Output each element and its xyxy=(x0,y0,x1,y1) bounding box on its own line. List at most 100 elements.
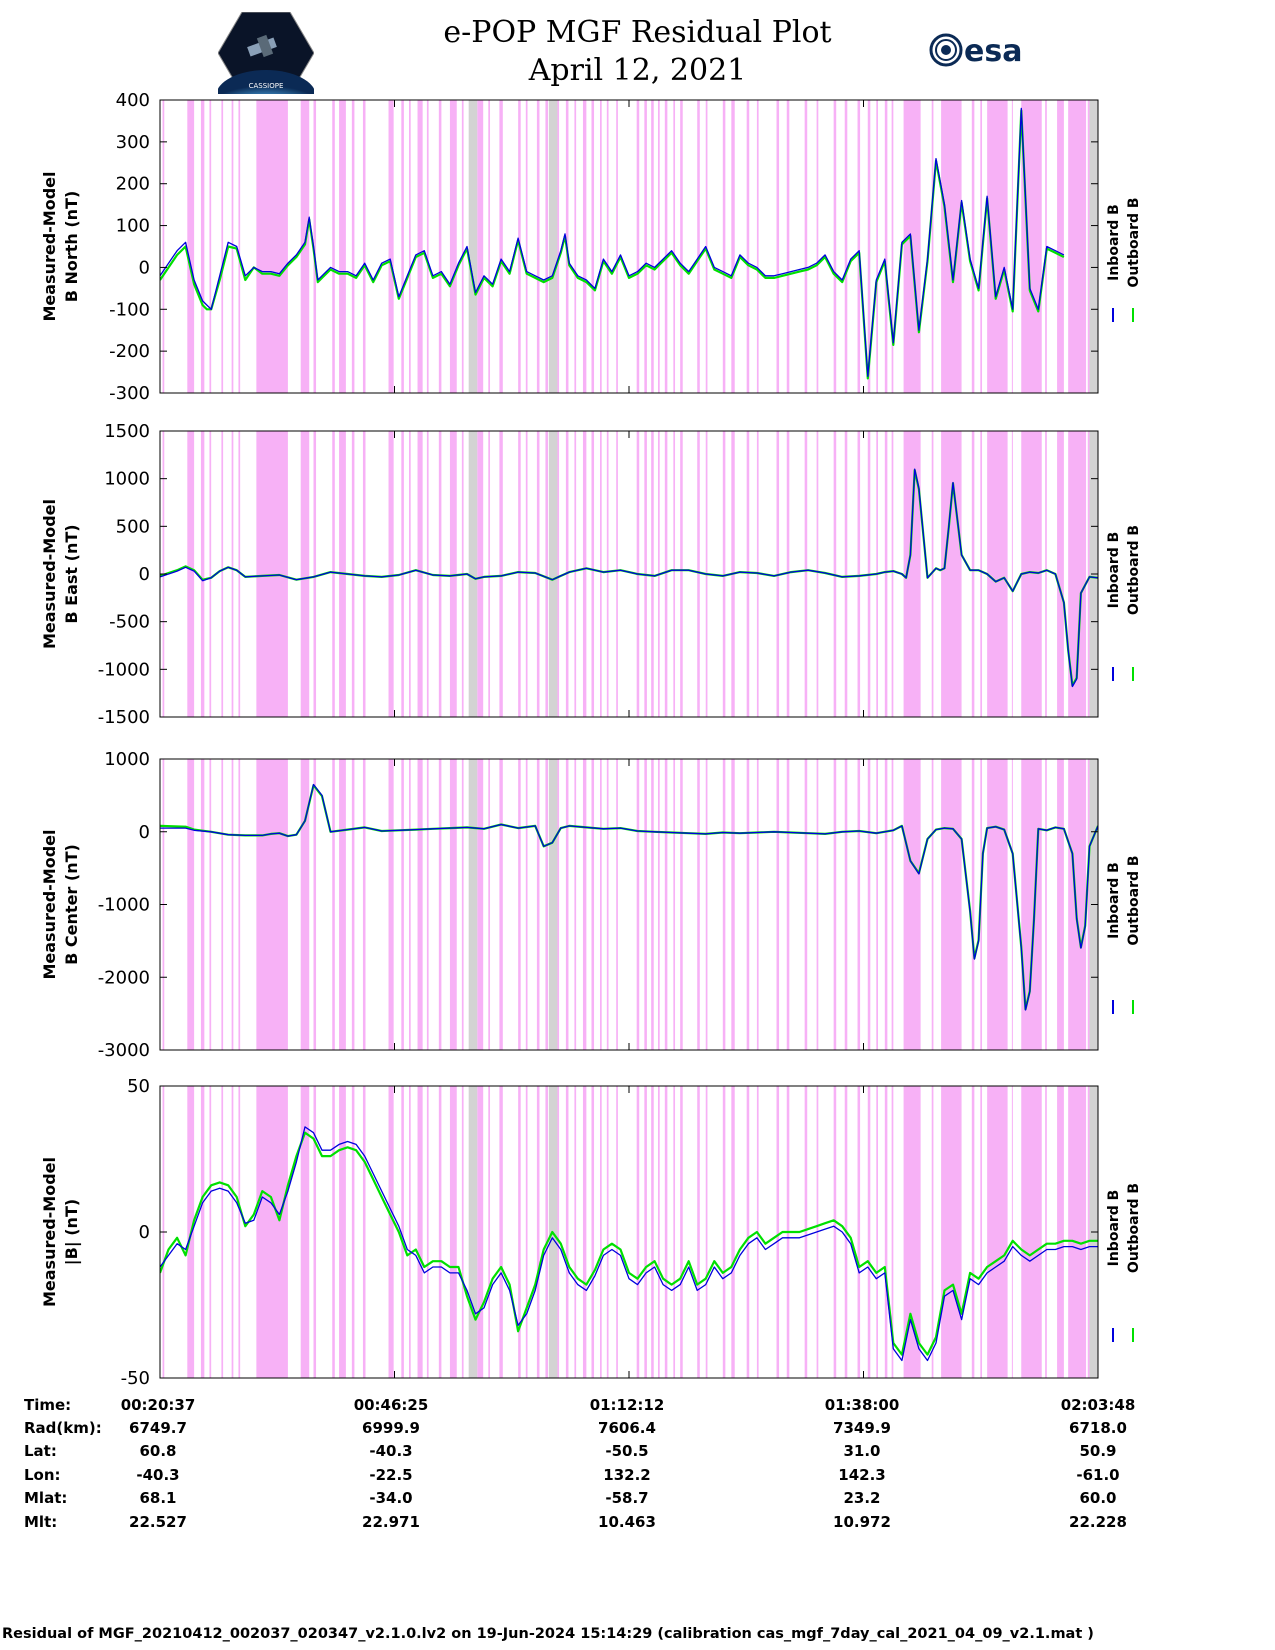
shade-band xyxy=(499,100,503,393)
y-axis-label: B Center (nT) xyxy=(62,844,81,965)
shade-band xyxy=(987,1086,1008,1378)
shade-band xyxy=(545,1086,548,1378)
shade-band xyxy=(644,100,647,393)
shade-band xyxy=(518,431,521,717)
info-cell-rad: 6749.7 xyxy=(129,1419,187,1437)
shade-band xyxy=(300,1086,310,1378)
shade-band xyxy=(556,431,560,717)
shade-band xyxy=(221,100,224,393)
y-tick-label: -100 xyxy=(109,299,150,320)
info-cell-mlat: -34.0 xyxy=(369,1489,413,1507)
inboard-series-line xyxy=(160,468,1098,688)
info-cell-rad: 6999.9 xyxy=(362,1419,420,1437)
shade-band xyxy=(756,759,759,1050)
shade-band xyxy=(449,1086,457,1378)
shade-band xyxy=(426,1086,429,1378)
shade-band xyxy=(1021,1086,1042,1378)
page-subtitle-date: April 12, 2021 xyxy=(528,53,747,88)
shade-band xyxy=(488,1086,491,1378)
y-tick-label: 1000 xyxy=(104,469,150,490)
shade-band xyxy=(438,1086,442,1378)
cassiope-logo-text: CASSIOPE xyxy=(249,82,284,90)
info-cell-lat: -40.3 xyxy=(369,1442,413,1460)
outboard-series-line xyxy=(160,1131,1098,1356)
shade-band xyxy=(651,100,654,393)
shade-band xyxy=(697,1086,700,1378)
shade-band xyxy=(722,100,726,393)
esa-logo: esa xyxy=(929,33,1022,69)
shade-band xyxy=(697,759,700,1050)
shade-band xyxy=(565,1086,569,1378)
shade-band xyxy=(664,100,668,393)
shade-band xyxy=(525,759,528,1050)
y-tick-label: 0 xyxy=(139,257,150,278)
y-tick-label: 500 xyxy=(116,516,150,537)
shade-band xyxy=(1068,431,1087,717)
y-axis-label: |B| (nT) xyxy=(62,1199,82,1265)
shade-band xyxy=(636,1086,640,1378)
info-cell-time: 01:38:00 xyxy=(824,1396,900,1414)
shade-band xyxy=(884,431,888,717)
shade-band xyxy=(657,759,660,1050)
shade-band xyxy=(582,759,587,1050)
info-row-label: Time: xyxy=(24,1396,72,1414)
shade-band xyxy=(891,759,894,1050)
info-row-label: Lon: xyxy=(24,1466,61,1484)
info-cell-rad: 7349.9 xyxy=(833,1419,891,1437)
shade-band xyxy=(339,1086,346,1378)
shade-band xyxy=(600,759,602,1050)
inboard-series-line xyxy=(160,107,1065,377)
shade-band xyxy=(1021,759,1042,1050)
shade-band xyxy=(574,1086,577,1378)
shade-band xyxy=(786,431,790,717)
shade-band xyxy=(857,431,861,717)
shade-band xyxy=(804,759,808,1050)
shade-band xyxy=(256,759,288,1050)
shade-band xyxy=(1011,100,1013,393)
shade-band xyxy=(804,1086,808,1378)
shade-band xyxy=(600,431,602,717)
shade-band xyxy=(388,431,394,717)
panel-3-plot-area xyxy=(160,759,1098,1050)
shade-band xyxy=(388,100,394,393)
shade-band xyxy=(1057,100,1064,393)
panel-3: 1000 0 -1000 -2000 -3000 Measured-Model B Cent… xyxy=(40,749,1142,1061)
shade-band xyxy=(606,100,609,393)
shade-band xyxy=(574,431,577,717)
shade-band xyxy=(876,759,878,1050)
shade-band xyxy=(636,759,640,1050)
shade-band xyxy=(606,759,609,1050)
y-tick-label: 0 xyxy=(139,564,150,585)
shade-band xyxy=(931,431,934,717)
shade-band xyxy=(644,759,647,1050)
panel-2-plot-area xyxy=(160,431,1098,717)
y-axis-label: Measured-Model xyxy=(40,1157,59,1307)
shade-band xyxy=(408,1086,411,1378)
y-tick-label: -1500 xyxy=(98,707,150,728)
info-cell-mlat: 23.2 xyxy=(843,1489,881,1507)
legend-label: Outboard B xyxy=(1126,525,1142,615)
shade-band xyxy=(518,1086,521,1378)
shade-band xyxy=(231,431,234,717)
shade-band xyxy=(1057,1086,1064,1378)
legend-label: Outboard B xyxy=(1126,855,1142,945)
shade-band xyxy=(971,759,975,1050)
shade-band xyxy=(884,759,888,1050)
shade-band xyxy=(256,100,288,393)
info-cell-time: 01:12:12 xyxy=(589,1396,665,1414)
shade-band xyxy=(756,100,759,393)
shade-band xyxy=(1011,1086,1013,1378)
shade-band xyxy=(816,100,819,393)
shade-band xyxy=(332,759,335,1050)
info-cell-time: 00:20:37 xyxy=(120,1396,196,1414)
shade-band xyxy=(876,100,878,393)
shade-band xyxy=(746,431,750,717)
page-title: e-POP MGF Residual Plot xyxy=(443,15,832,50)
footer-caption: Residual of MGF_20210412_002037_020347_v… xyxy=(2,1626,1094,1642)
info-cell-rad: 7606.4 xyxy=(598,1419,656,1437)
shade-band xyxy=(833,759,837,1050)
shade-band xyxy=(844,100,848,393)
info-cell-mlat: 68.1 xyxy=(139,1489,177,1507)
shade-band xyxy=(209,1086,212,1378)
shade-band xyxy=(536,759,540,1050)
